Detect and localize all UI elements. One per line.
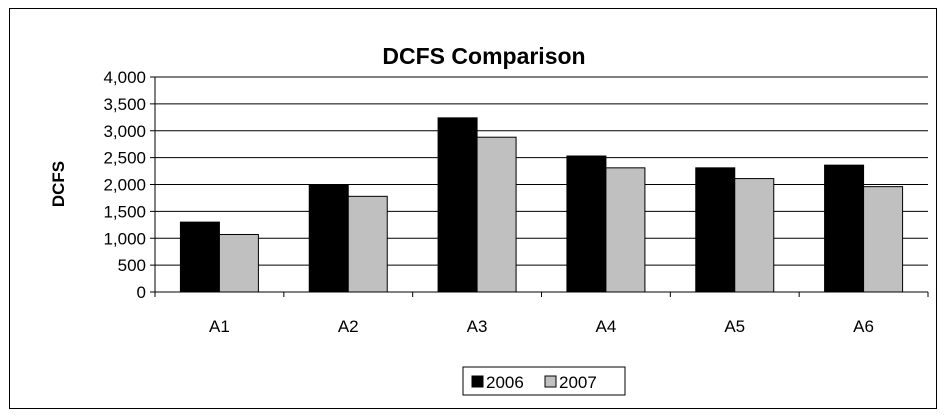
bar-2007-A5 xyxy=(734,178,775,293)
bar-2006-A3 xyxy=(437,117,478,293)
y-tick-label: 2,500 xyxy=(103,149,146,168)
y-axis-ticks: 0 500 1,000 1,500 2,000 2,500 3,000 3,500 4,000 xyxy=(103,68,146,302)
y-tick-label: 1,500 xyxy=(103,202,146,221)
y-tick-label: 500 xyxy=(118,256,146,275)
x-tick-label: A4 xyxy=(596,317,617,336)
legend: 2006 2007 xyxy=(462,366,626,396)
x-tick-label: A5 xyxy=(724,317,745,336)
bar-2007-A2 xyxy=(347,195,388,293)
legend-label-2006: 2006 xyxy=(486,373,524,392)
y-tick-label: 1,000 xyxy=(103,229,146,248)
legend-box xyxy=(462,366,626,396)
gridlines xyxy=(155,76,928,293)
bar-2007-A1 xyxy=(218,233,259,293)
bar-2006-A2 xyxy=(308,184,349,293)
x-axis-ticks: A1 A2 A3 A4 A5 A6 xyxy=(209,317,874,336)
x-tick-label: A1 xyxy=(209,317,230,336)
legend-label-2007: 2007 xyxy=(559,373,597,392)
y-tick-label: 4,000 xyxy=(103,68,146,87)
bar-2007-A6 xyxy=(863,186,904,293)
x-tick-label: A2 xyxy=(338,317,359,336)
bar-2007-A3 xyxy=(476,136,517,293)
bars xyxy=(179,117,904,293)
bar-2006-A6 xyxy=(824,164,865,293)
y-tick-label: 3,500 xyxy=(103,95,146,114)
axes xyxy=(150,76,929,297)
y-axis-label: DCFS xyxy=(49,161,68,207)
bar-2007-A4 xyxy=(605,167,646,293)
legend-swatch-2006 xyxy=(471,375,484,388)
y-tick-label: 0 xyxy=(137,283,146,302)
x-tick-label: A3 xyxy=(467,317,488,336)
y-tick-label: 3,000 xyxy=(103,122,146,141)
bar-2006-A5 xyxy=(695,167,736,293)
bar-2006-A4 xyxy=(566,155,607,293)
legend-swatch-2007 xyxy=(544,375,557,388)
x-tick-label: A6 xyxy=(853,317,874,336)
chart-title: DCFS Comparison xyxy=(382,43,585,69)
y-tick-label: 2,000 xyxy=(103,176,146,195)
bar-2006-A1 xyxy=(179,221,220,293)
